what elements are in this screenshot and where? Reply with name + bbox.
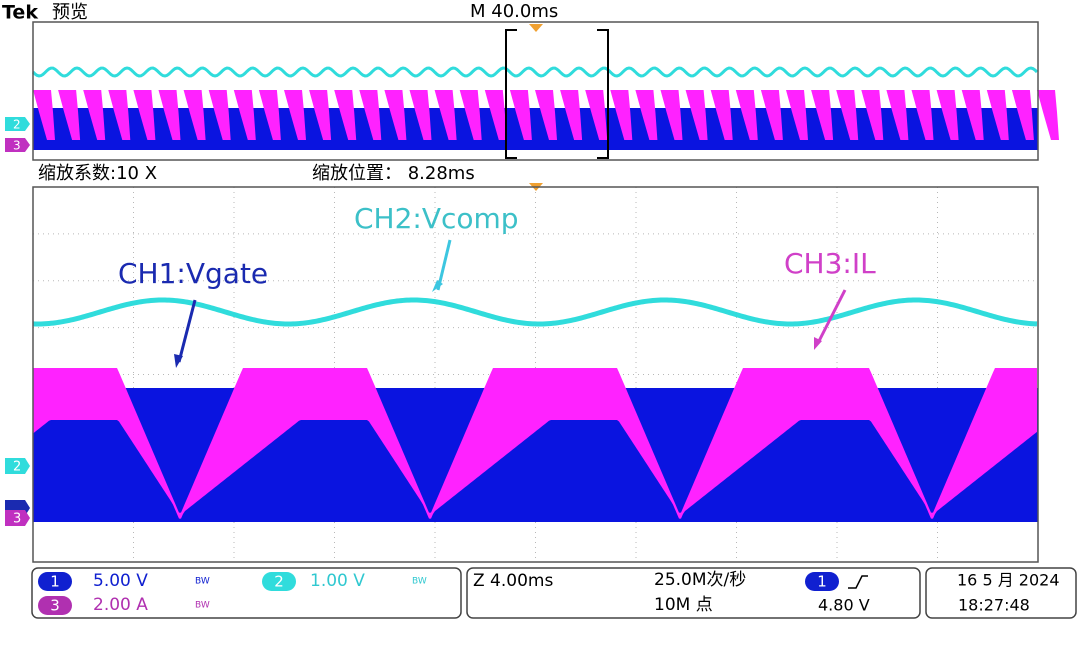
ch3-bw: BW [195, 601, 210, 611]
arrow-head [814, 337, 822, 350]
trigger-slope [848, 575, 868, 589]
main-waveforms [32, 187, 1038, 562]
ch1-scale: 5.00 V [93, 571, 148, 591]
overview-waveforms [31, 66, 1059, 150]
ch2-bw: BW [412, 577, 427, 587]
marker-label: 2 [13, 460, 21, 475]
horizontal-panel [466, 567, 921, 619]
arrow-head [432, 280, 443, 292]
arrow [177, 299, 197, 363]
ch1-trace [33, 108, 1038, 150]
marker-label: 2 [13, 118, 21, 132]
main-marker-3: 3 [5, 500, 30, 527]
ch3-badge[interactable] [38, 596, 72, 615]
ch1-id: 1 [50, 573, 60, 591]
ch1-bw: BW [195, 577, 210, 587]
timebase: M 40.0ms [470, 1, 558, 22]
overview-marker-3: 3 [5, 138, 30, 153]
overview-frame [32, 21, 1039, 161]
ch3-trace [33, 368, 1037, 519]
ch2-scale: 1.00 V [310, 571, 365, 591]
zoom-scale: Z 4.00ms [473, 571, 553, 591]
date: 16 5 月 2024 [957, 571, 1060, 590]
arrow [816, 289, 847, 344]
zoom-factor: 缩放系数:10 X [38, 163, 157, 184]
annotation: CH1:Vgate [118, 257, 268, 290]
ch1-badge[interactable] [38, 572, 72, 591]
record-length: 10M 点 [654, 595, 713, 615]
overview-marker-2: 2 [5, 117, 30, 132]
time: 18:27:48 [958, 596, 1030, 615]
brand: Tek [2, 2, 38, 24]
ch3-scale: 2.00 A [93, 595, 148, 615]
annotation: CH3:IL [784, 247, 876, 280]
ch2-trace [31, 66, 1039, 78]
trigger-source-badge[interactable] [805, 572, 839, 591]
marker-label: 3 [13, 139, 21, 153]
trigger-level: 4.80 V [818, 596, 870, 615]
main-marker-2: 2 [5, 458, 30, 475]
marker-label: 3 [13, 512, 21, 527]
ch2-badge[interactable] [262, 572, 296, 591]
datetime-panel [925, 567, 1077, 619]
arrow-head [174, 354, 183, 368]
ch3-trace [33, 90, 1059, 140]
ch2-id: 2 [274, 573, 284, 591]
ch2-trace [32, 297, 1038, 327]
zoom-bracket [505, 29, 609, 159]
mode: 预览 [52, 2, 88, 23]
arrow [436, 239, 452, 291]
zoom-position: 缩放位置： 8.28ms [312, 163, 475, 184]
trigger-source: 1 [817, 573, 827, 591]
ch3-id: 3 [50, 597, 60, 615]
channel-panel [31, 567, 462, 619]
annotation: CH2:Vcomp [354, 202, 519, 235]
trigger-position [529, 24, 543, 32]
sample-rate: 25.0M次/秒 [654, 570, 746, 590]
main-frame [32, 186, 1039, 563]
